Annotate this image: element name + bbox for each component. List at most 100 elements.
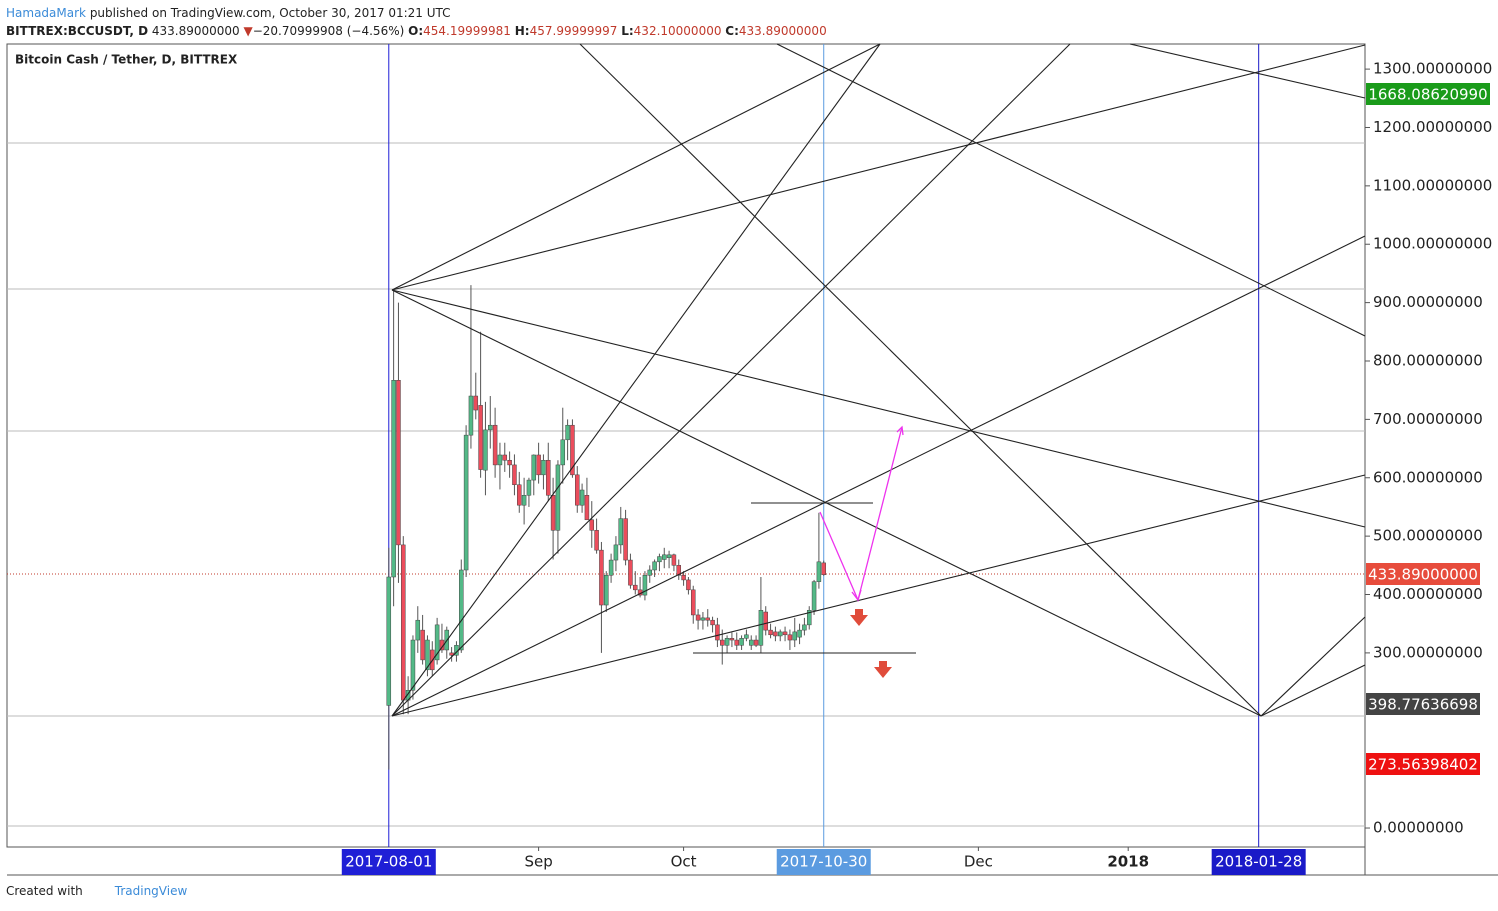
candle-body [642, 574, 648, 596]
candle-body [802, 624, 807, 631]
candle-body [806, 610, 812, 626]
ohlc-value: 432.10000000 [633, 24, 722, 38]
ohlc-value: 457.99999997 [529, 24, 618, 38]
candle-body [734, 639, 739, 646]
marker-label: 2018-01-28 [1215, 853, 1302, 871]
trend-line [391, 43, 881, 717]
candle-body [797, 629, 802, 638]
candle-body [604, 574, 609, 606]
candle-body [666, 554, 672, 558]
trend-line [1260, 616, 1366, 717]
marker-label-bg [1211, 849, 1306, 875]
candle-body [507, 459, 512, 466]
header: HamadaMark published on TradingView.com,… [6, 4, 827, 40]
symbol: BITTREX:BCCUSDT, D [6, 24, 149, 38]
candle-body [811, 581, 817, 611]
candle-body [792, 631, 797, 641]
candle-body [690, 589, 696, 616]
price-label-bg [1366, 693, 1480, 715]
candle-body [483, 429, 488, 471]
brand[interactable]: TradingView [114, 884, 188, 898]
candle-body [744, 634, 749, 639]
quote-line: BITTREX:BCCUSDT, D 433.89000000 ▼−20.709… [6, 22, 827, 40]
candle-body [676, 565, 682, 576]
trend-line [579, 43, 1262, 717]
x-tick-label: Dec [964, 853, 993, 871]
price-label-bg [1366, 83, 1490, 105]
down-arrow [874, 661, 892, 678]
candle-body [473, 395, 479, 411]
candle-body [526, 479, 532, 496]
candle-body [550, 495, 556, 531]
candle-body [618, 518, 624, 546]
gann-fan [391, 43, 1366, 717]
marker-label: 2017-08-01 [345, 853, 432, 871]
candle-body [396, 380, 401, 546]
candle-body [584, 495, 590, 521]
candle-body [555, 464, 561, 531]
candle-body [695, 614, 701, 621]
candle-body [425, 639, 430, 671]
price-label: 398.77636698 [1368, 696, 1478, 714]
candle-body [724, 638, 730, 646]
candle-body [613, 544, 619, 561]
candle-body [768, 629, 773, 636]
price: 433.89000000 [151, 24, 240, 38]
candle-body [386, 576, 392, 706]
candle-body [782, 631, 788, 636]
candle-body [546, 459, 551, 496]
candle-body [608, 559, 614, 576]
trend-line [391, 289, 1366, 528]
arrow-head [851, 589, 862, 602]
price-labels: 1668.08620990 433.89000000 398.77636698 … [1366, 83, 1490, 775]
marker-label-bg [341, 849, 436, 875]
y-tick-label: 400.00000000 [1373, 585, 1483, 603]
ohlc-value: 433.89000000 [738, 24, 827, 38]
price-label-bg [1366, 563, 1480, 585]
marks [386, 285, 826, 770]
trend-line [1129, 43, 1366, 99]
candle-body [700, 617, 706, 621]
candle-body [671, 554, 677, 566]
candle-body [686, 579, 691, 591]
y-tick-label: 900.00000000 [1373, 293, 1483, 311]
candle-body [599, 549, 604, 606]
footer: Created with TradingView [6, 884, 187, 898]
price-label-bg [1366, 753, 1480, 775]
candle-body [517, 484, 522, 506]
candle-body [449, 652, 454, 656]
candle-body [623, 518, 628, 561]
candle-body [488, 424, 493, 431]
trend-line [391, 43, 1071, 717]
price-label: 433.89000000 [1368, 566, 1478, 584]
y-tick-label: 700.00000000 [1373, 410, 1483, 428]
change: −20.70999908 (−4.56%) [252, 24, 405, 38]
author[interactable]: HamadaMark [6, 6, 86, 20]
candle-body [681, 574, 686, 581]
plot-frame [6, 43, 1366, 848]
forecast-path [819, 425, 904, 603]
y-tick-label: 600.00000000 [1373, 468, 1483, 486]
header-line: HamadaMark published on TradingView.com,… [6, 4, 827, 22]
candle-body [763, 611, 768, 631]
trend-line [391, 44, 1366, 291]
candle-body [589, 519, 595, 531]
published: published on TradingView.com, October 30… [89, 6, 451, 20]
candle-body [773, 631, 778, 637]
candle-body [463, 434, 469, 571]
candle-body [420, 629, 425, 661]
candle-body [560, 439, 566, 466]
candle-body [787, 634, 793, 641]
candle-body [821, 562, 826, 575]
candle-body [710, 619, 715, 626]
x-tick-label: 2018 [1107, 853, 1149, 871]
created-with: Created with [6, 884, 83, 898]
candle-body [719, 639, 725, 646]
y-tick-label: 1100.00000000 [1373, 176, 1492, 194]
candle-body [777, 631, 783, 637]
candle-body [758, 610, 764, 646]
candle-body [410, 639, 416, 691]
marker-label: 2017-10-30 [780, 853, 867, 871]
